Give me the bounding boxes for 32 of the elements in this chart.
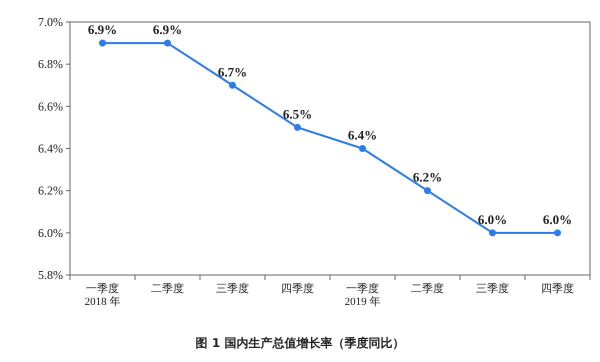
y-tick-label: 6.2% (38, 184, 63, 198)
data-label: 6.9% (88, 22, 118, 38)
point (99, 40, 106, 47)
point (229, 82, 236, 89)
x-tick-label: 四季度 (281, 282, 314, 295)
y-tick-label: 6.4% (38, 142, 63, 156)
data-label: 6.0% (478, 212, 508, 227)
data-label: 6.7% (218, 64, 248, 80)
y-tick-label: 6.8% (38, 57, 63, 72)
y-tick-label: 7.0% (38, 15, 63, 29)
x-tick-label: 三季度 (216, 282, 249, 295)
data-label: 6.5% (282, 106, 312, 122)
data-label: 6.2% (412, 170, 442, 185)
point (424, 187, 431, 194)
x-tick-label: 二季度 (411, 282, 444, 295)
point (489, 229, 496, 236)
x-tick-label: 二季度 (151, 282, 184, 295)
data-label: 6.0% (542, 212, 572, 227)
y-tick-label: 6.6% (38, 99, 63, 114)
data-label: 6.4% (348, 128, 378, 142)
x-tick-label: 三季度 (476, 282, 509, 295)
point (359, 145, 366, 152)
x-tick-label: 四季度 (541, 282, 574, 295)
point (164, 40, 171, 47)
x-tick-label: 一季度 2019 年 (344, 282, 380, 308)
data-label: 6.9% (152, 22, 182, 38)
point (294, 124, 301, 131)
point (554, 229, 561, 236)
x-tick-label: 一季度 2018 年 (84, 282, 120, 308)
y-tick-label: 5.8% (38, 268, 63, 282)
text: 图 1 国内生产总值增长率（季度同比） (196, 336, 404, 350)
y-tick-label: 6.0% (38, 226, 63, 240)
